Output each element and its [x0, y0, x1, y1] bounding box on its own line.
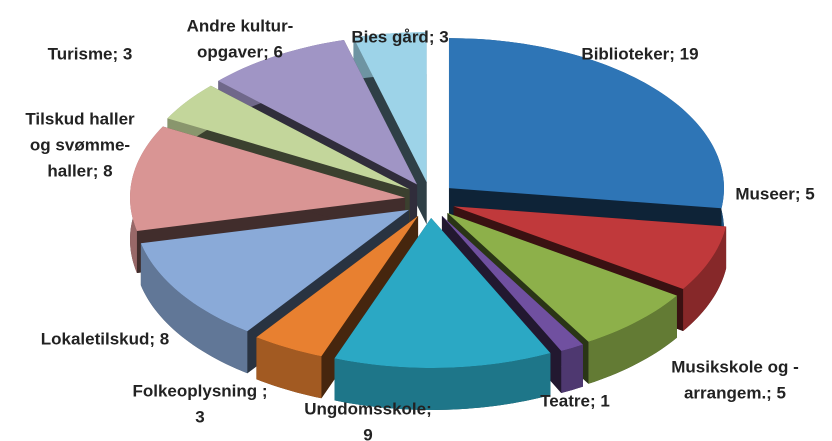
data-label: haller; 8: [47, 161, 112, 180]
data-label: Turisme; 3: [48, 44, 133, 63]
slice-top: [130, 126, 406, 231]
data-label: opgaver; 6: [197, 42, 283, 61]
data-label: Bies gård; 3: [351, 27, 448, 46]
data-label: og svømme-: [30, 135, 130, 154]
data-label: Andre kultur-: [187, 16, 294, 35]
data-label: Musikskole og -: [671, 357, 799, 376]
slice-top: [441, 215, 583, 351]
data-label: Biblioteker; 19: [581, 44, 698, 63]
slice-wall: [334, 353, 551, 410]
slice-top: [256, 215, 419, 357]
data-label: Teatre; 1: [540, 391, 610, 410]
data-label: Tilskud haller: [25, 109, 135, 128]
data-label: Folkeoplysning ;: [132, 381, 267, 400]
slice-top: [140, 209, 409, 332]
slice-top: [453, 206, 727, 289]
data-label: Museer; 5: [735, 184, 814, 203]
slice-top: [447, 213, 677, 342]
data-label: 9: [363, 425, 372, 441]
data-label: Lokaletilskud; 8: [41, 329, 169, 348]
data-label: Ungdomsskole;: [304, 399, 432, 418]
slice-top: [448, 38, 724, 209]
slice-top: [167, 85, 410, 190]
slice-top: [218, 39, 418, 185]
data-label: arrangem.; 5: [684, 383, 786, 402]
slice-wall: [256, 337, 322, 399]
slice-top: [353, 32, 427, 183]
data-label: 3: [195, 407, 204, 426]
slice-wall: [561, 344, 583, 393]
slice-wall: [588, 295, 677, 384]
slice: [334, 217, 551, 410]
slice-top: [334, 217, 551, 368]
slice-wall: [140, 243, 248, 374]
slice-wall: [683, 226, 727, 331]
